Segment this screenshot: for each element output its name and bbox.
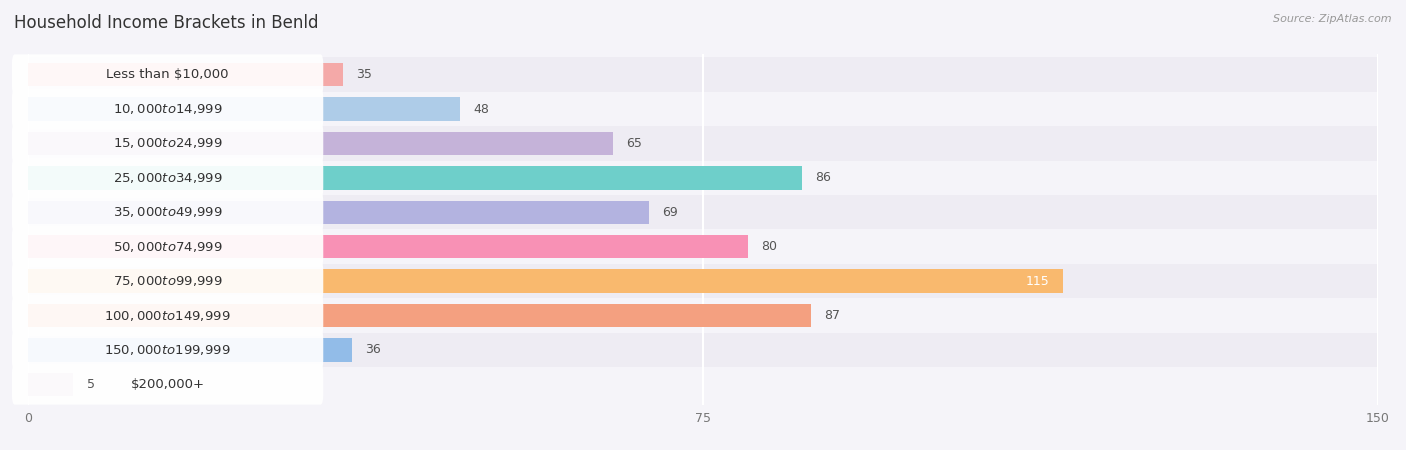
Text: Household Income Brackets in Benld: Household Income Brackets in Benld (14, 14, 319, 32)
Text: $25,000 to $34,999: $25,000 to $34,999 (112, 171, 222, 185)
Text: 80: 80 (762, 240, 778, 253)
Text: $100,000 to $149,999: $100,000 to $149,999 (104, 309, 231, 323)
Bar (28, 235, 748, 258)
Text: Less than $10,000: Less than $10,000 (107, 68, 229, 81)
Bar (28, 97, 460, 121)
Bar (28, 264, 1378, 298)
Text: 86: 86 (815, 171, 831, 184)
Text: 35: 35 (357, 68, 373, 81)
Text: $150,000 to $199,999: $150,000 to $199,999 (104, 343, 231, 357)
Bar (28, 126, 1378, 161)
Bar (28, 195, 1378, 230)
FancyBboxPatch shape (11, 123, 323, 164)
FancyBboxPatch shape (11, 192, 323, 233)
Text: $75,000 to $99,999: $75,000 to $99,999 (112, 274, 222, 288)
Bar (28, 270, 1063, 293)
FancyBboxPatch shape (11, 364, 323, 405)
Text: $15,000 to $24,999: $15,000 to $24,999 (112, 136, 222, 150)
Text: 115: 115 (1026, 274, 1049, 288)
Bar (28, 230, 1378, 264)
Bar (28, 201, 650, 224)
Text: 48: 48 (474, 103, 489, 116)
Text: $50,000 to $74,999: $50,000 to $74,999 (112, 240, 222, 254)
Bar (28, 132, 613, 155)
Text: 65: 65 (627, 137, 643, 150)
Bar (28, 298, 1378, 333)
Bar (28, 92, 1378, 126)
Text: $10,000 to $14,999: $10,000 to $14,999 (112, 102, 222, 116)
Bar (28, 367, 1378, 401)
FancyBboxPatch shape (11, 54, 323, 95)
Text: Source: ZipAtlas.com: Source: ZipAtlas.com (1274, 14, 1392, 23)
Bar (28, 304, 811, 327)
Text: $35,000 to $49,999: $35,000 to $49,999 (112, 205, 222, 219)
Text: 36: 36 (366, 343, 381, 356)
FancyBboxPatch shape (11, 295, 323, 336)
FancyBboxPatch shape (11, 158, 323, 198)
FancyBboxPatch shape (11, 226, 323, 267)
Bar (28, 63, 343, 86)
Bar (28, 338, 352, 362)
Text: 5: 5 (87, 378, 94, 391)
FancyBboxPatch shape (11, 261, 323, 302)
FancyBboxPatch shape (11, 330, 323, 370)
Bar (28, 166, 801, 189)
Text: $200,000+: $200,000+ (131, 378, 205, 391)
FancyBboxPatch shape (11, 89, 323, 129)
Bar (28, 333, 1378, 367)
Bar (28, 161, 1378, 195)
Text: 87: 87 (824, 309, 841, 322)
Text: 69: 69 (662, 206, 678, 219)
Bar (28, 373, 73, 396)
Bar (28, 58, 1378, 92)
